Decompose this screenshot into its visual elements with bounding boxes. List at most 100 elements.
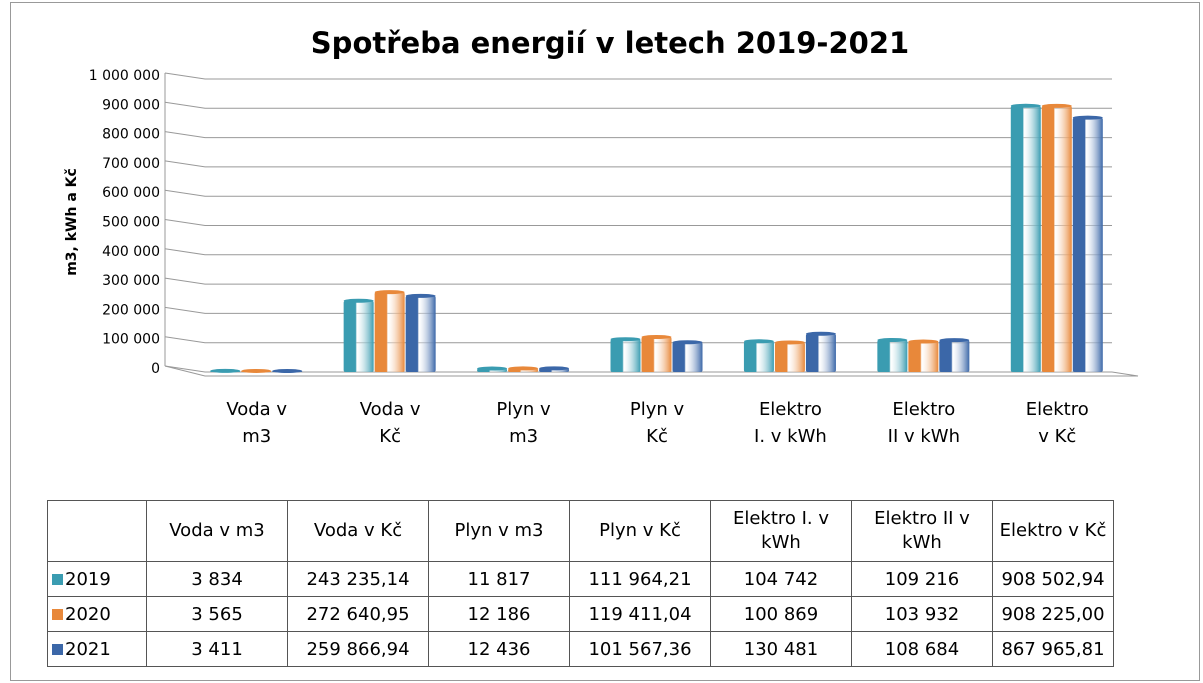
grid-line	[164, 189, 1112, 197]
table-cell: 908 502,94	[992, 561, 1114, 597]
table-cell: 12 186	[428, 596, 570, 632]
table-cell: 259 866,94	[287, 631, 429, 667]
legend-key	[52, 573, 63, 585]
table-cell: 272 640,95	[287, 596, 429, 632]
column-header: Elektro II v kWh	[851, 500, 993, 562]
bar-top	[610, 337, 641, 342]
legend-key	[52, 608, 63, 620]
legend-label: 2019	[65, 568, 111, 590]
bar-top	[939, 338, 970, 343]
column-header: Plyn v Kč	[569, 500, 711, 562]
table-cell: 3 565	[146, 596, 288, 632]
table-cell: 130 481	[710, 631, 852, 667]
table-cell: 11 817	[428, 561, 570, 597]
table-cell: 103 932	[851, 596, 993, 632]
table-body: 2019 3 834 243 235,14 11 817 111 964,21 104 7…	[47, 561, 1114, 667]
bar-top	[908, 339, 939, 344]
grid-line	[164, 248, 1112, 256]
y-tick-label: 1 000 000	[89, 68, 160, 84]
x-tick-label: Elektro v Kč	[1025, 399, 1089, 447]
bar-top	[343, 298, 374, 303]
bar-top	[743, 339, 774, 344]
y-tick-label: 200 000	[102, 302, 160, 318]
corner-cell	[47, 500, 147, 562]
row-header: 2020	[47, 596, 147, 632]
bar-top	[805, 331, 836, 336]
table-cell: 104 742	[710, 561, 852, 597]
legend-label: 2020	[65, 603, 111, 625]
grid-line	[164, 219, 1112, 226]
bar-top	[774, 340, 805, 345]
table-cell: 12 436	[428, 631, 570, 667]
y-tick-label: 700 000	[102, 156, 160, 172]
bar	[610, 339, 641, 372]
x-tick-label: Plyn v Kč	[629, 399, 685, 447]
bar	[343, 300, 374, 372]
bar-top	[672, 340, 703, 345]
bar-top	[1072, 115, 1103, 120]
y-tick-label: 800 000	[102, 127, 160, 143]
bar	[743, 341, 774, 372]
column-header: Plyn v m3	[428, 500, 570, 562]
legend-key	[52, 643, 63, 655]
bar-top	[374, 290, 405, 295]
x-tick-label: Voda v m3	[226, 399, 288, 447]
grid-line	[164, 306, 1112, 314]
bar	[1041, 105, 1072, 372]
bar-top	[539, 366, 570, 371]
column-header: Voda v m3	[146, 500, 288, 562]
column-header: Elektro v Kč	[992, 500, 1114, 562]
table-cell: 243 235,14	[287, 561, 429, 597]
grid-line	[164, 277, 1112, 285]
y-tick-label: 300 000	[102, 273, 160, 289]
y-tick-label: 900 000	[102, 97, 160, 113]
y-tick-label: 0	[151, 361, 160, 377]
bar	[1072, 117, 1103, 372]
bar	[805, 333, 836, 372]
bar	[877, 339, 908, 372]
table-cell: 111 964,21	[569, 561, 711, 597]
bar-top	[1010, 103, 1041, 108]
grid-line	[164, 160, 1112, 168]
bar-top	[877, 337, 908, 342]
bar-top	[477, 366, 508, 371]
y-tick-label: 500 000	[102, 215, 160, 231]
floor	[164, 365, 1139, 377]
table-header: Voda v m3 Voda v Kč Plyn v m3 Plyn v Kč Elek…	[47, 500, 1114, 562]
bar	[774, 342, 805, 372]
table-cell: 119 411,04	[569, 596, 711, 632]
table-cell: 101 567,36	[569, 631, 711, 667]
bar	[908, 341, 939, 372]
x-tick-label: Elektro II v kWh	[887, 399, 961, 447]
chart-title: Spotřeba energií v letech 2019-2021	[311, 26, 909, 60]
grid-line	[164, 101, 1112, 109]
data-table: Voda v m3 Voda v Kč Plyn v m3 Plyn v Kč Elek…	[47, 500, 1114, 667]
table-cell: 867 965,81	[992, 631, 1114, 667]
y-tick-label: 400 000	[102, 244, 160, 260]
x-tick-label: Elektro I. v kWh	[754, 399, 827, 447]
table-cell: 3 834	[146, 561, 288, 597]
x-tick-label: Voda v Kč	[359, 399, 421, 447]
bar	[1010, 105, 1041, 372]
table-cell: 100 869	[710, 596, 852, 632]
table-row: 2019 3 834 243 235,14 11 817 111 964,21 104 7…	[47, 561, 1114, 597]
bar-top	[210, 368, 241, 373]
chart-frame	[10, 2, 1200, 681]
table-row: 2020 3 565 272 640,95 12 186 119 411,04 100 8…	[47, 596, 1114, 632]
y-tick-label: 600 000	[102, 185, 160, 201]
table-cell: 109 216	[851, 561, 993, 597]
chart: Spotřeba energií v letech 2019-2021 m3, …	[64, 26, 1139, 377]
grid-line	[164, 72, 1112, 80]
grid-line	[164, 131, 1112, 139]
bar-top	[641, 335, 672, 340]
bar	[939, 340, 970, 372]
bar	[672, 342, 703, 372]
column-header: Voda v Kč	[287, 500, 429, 562]
bar-top	[272, 369, 303, 374]
column-header: Elektro I. v kWh	[710, 500, 852, 562]
bar	[641, 337, 672, 372]
bar-top	[508, 366, 539, 371]
table-row: 2021 3 411 259 866,94 12 436 101 567,36 130 4…	[47, 631, 1114, 667]
legend-label: 2021	[65, 638, 111, 660]
y-axis-label: m3, kWh a Kč	[64, 168, 80, 276]
